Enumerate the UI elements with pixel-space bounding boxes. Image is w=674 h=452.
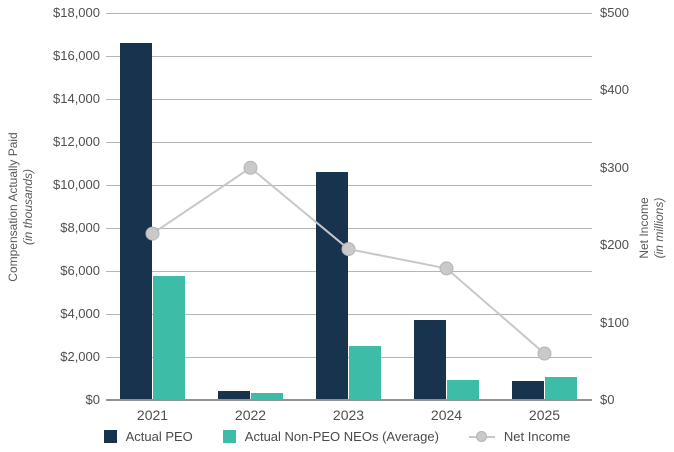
legend-label: Actual Non-PEO NEOs (Average)	[244, 429, 439, 444]
bar-actual-peo	[120, 43, 152, 400]
net-income-marker	[341, 242, 356, 257]
bar-actual-peo	[414, 320, 446, 400]
net-income-marker	[243, 160, 258, 175]
bar-actual-non-peo-neos	[545, 377, 577, 400]
gridline	[106, 55, 592, 57]
right-axis-tick-label: $300	[600, 159, 629, 175]
left-axis-tick-label: $16,000	[53, 48, 100, 63]
left-axis-tick-label: $12,000	[53, 134, 100, 149]
right-axis-title-text: Net Income	[637, 197, 651, 259]
right-axis-tick-label: $100	[600, 314, 629, 330]
legend-item-actual-peo: Actual PEO	[103, 429, 193, 444]
gridline	[106, 270, 592, 272]
gridline	[106, 98, 592, 100]
bar-actual-peo	[316, 172, 348, 400]
right-axis-title: Net Income (in millions)	[637, 197, 667, 258]
gridline	[106, 141, 592, 143]
legend-line-dot	[475, 431, 487, 442]
bar-actual-non-peo-neos	[153, 276, 185, 400]
gridline	[106, 313, 592, 315]
x-axis-label: 2022	[234, 407, 267, 423]
bar-actual-non-peo-neos	[251, 393, 283, 400]
x-axis-label: 2023	[332, 407, 365, 423]
left-axis-tick-label: $4,000	[60, 306, 100, 321]
x-axis-label: 2025	[528, 407, 561, 423]
bar-actual-non-peo-neos	[349, 346, 381, 400]
left-axis-tick-label: $8,000	[60, 220, 100, 235]
right-axis-subtitle-text: (in millions)	[652, 197, 666, 259]
gridline	[106, 184, 592, 186]
bar-actual-peo	[218, 391, 250, 400]
legend-item-net-income: Net Income	[468, 429, 571, 444]
bar-actual-non-peo-neos	[447, 379, 479, 400]
left-axis-tick-label: $0	[85, 392, 100, 407]
chart-legend: Actual PEO Actual Non-PEO NEOs (Average) N…	[0, 429, 674, 444]
x-axis-label: 2021	[136, 407, 169, 423]
net-income-marker	[145, 226, 160, 241]
left-axis-tick-label: $10,000	[53, 177, 100, 192]
left-axis-tick-label: $6,000	[60, 263, 100, 278]
x-axis-line	[106, 399, 592, 401]
legend-item-actual-non-peo-neos: Actual Non-PEO NEOs (Average)	[222, 429, 439, 444]
legend-swatch-icon	[222, 430, 236, 443]
bar-actual-peo	[512, 380, 544, 400]
x-axis-label: 2024	[430, 407, 463, 423]
legend-swatch-icon	[103, 430, 117, 443]
right-axis-tick-label: $400	[600, 82, 629, 98]
net-income-marker	[439, 261, 454, 276]
right-axis-tick-label: $0	[600, 392, 615, 407]
right-axis-tick-label: $200	[600, 237, 629, 253]
net-income-marker	[537, 346, 552, 361]
left-axis-tick-label: $18,000	[53, 5, 100, 20]
right-axis-tick-label: $500	[600, 5, 629, 20]
legend-label: Actual PEO	[125, 429, 193, 444]
left-axis-tick-label: $2,000	[60, 349, 100, 364]
gridline	[106, 12, 592, 14]
left-axis-tick-label: $14,000	[53, 91, 100, 106]
legend-label: Net Income	[503, 429, 571, 444]
legend-line-marker-icon	[468, 430, 495, 443]
gridline	[106, 227, 592, 229]
